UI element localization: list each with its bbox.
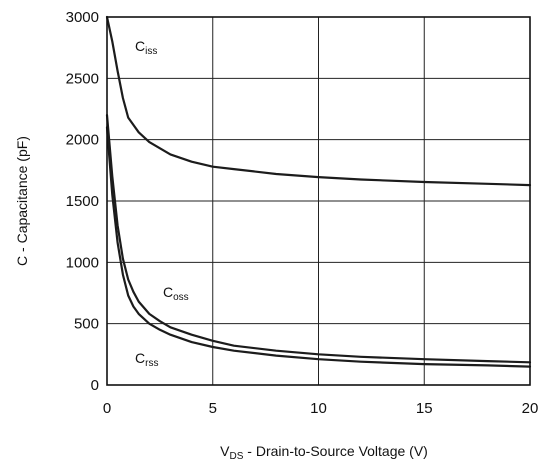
coss-label: Coss [163,284,189,303]
y-tick-label-2000: 2000 [66,132,99,149]
y-tick-labels: 0 500 1000 1500 2000 2500 3000 [66,9,99,394]
y-tick-label-2500: 2500 [66,70,99,87]
x-tick-label-5: 5 [209,400,217,417]
y-tick-label-1000: 1000 [66,254,99,271]
y-tick-label-500: 500 [74,316,99,333]
x-axis-title-main: V [220,443,230,459]
x-axis-title-subscript: DS [230,451,244,459]
y-axis-title: C - Capacitance (pF) [14,136,30,266]
x-tick-labels: 0 5 10 15 20 [103,400,539,417]
x-axis-title-rest: - Drain-to-Source Voltage (V) [243,443,427,459]
plot-frame [106,16,531,386]
x-tick-label-0: 0 [103,400,111,417]
x-tick-label-20: 20 [522,400,539,417]
crss-label-subscript: rss [145,358,158,369]
c-rss-series-line [105,126,532,368]
y-tick-label-1500: 1500 [66,193,99,210]
coss-label-subscript: oss [173,292,189,303]
series-lines [105,15,532,368]
ciss-label-subscript: iss [145,46,157,57]
ciss-label-main: C [135,38,145,54]
coss-label-main: C [163,284,173,300]
c-oss-series-line [105,114,532,364]
y-tick-label-3000: 3000 [66,9,99,26]
y-tick-label-0: 0 [91,377,99,394]
x-tick-label-10: 10 [310,400,327,417]
ciss-label: Ciss [135,38,157,57]
x-axis-title: VDS - Drain-to-Source Voltage (V) [220,443,428,459]
crss-label-main: C [135,350,145,366]
x-tick-label-15: 15 [416,400,433,417]
crss-label: Crss [135,350,158,369]
grid [106,16,531,386]
c-iss-series-line [105,15,532,187]
